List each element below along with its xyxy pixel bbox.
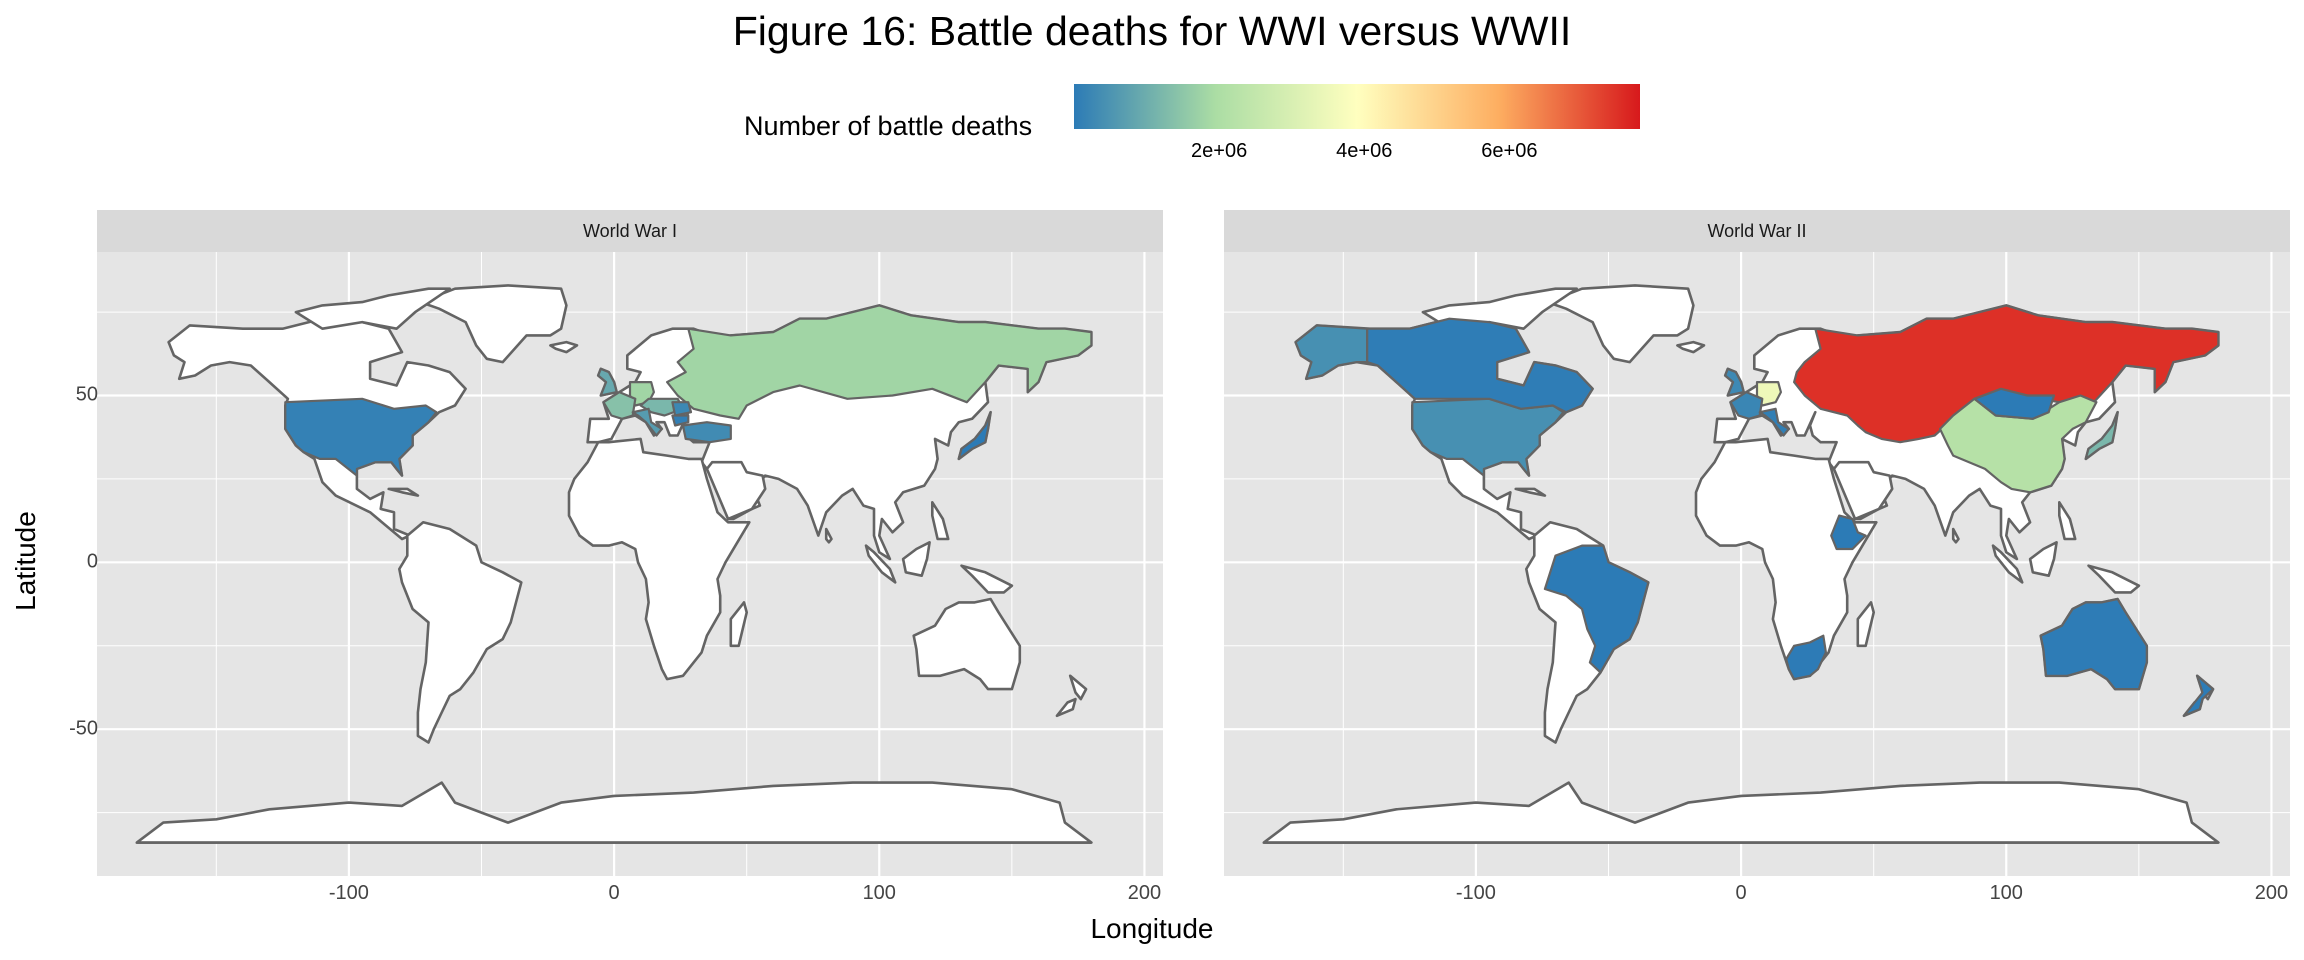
country-bulgaria	[671, 414, 690, 427]
x-tick-label: 200	[1127, 882, 1162, 904]
country-russia	[665, 304, 1093, 420]
y-axis-label: Latitude	[10, 511, 41, 611]
country-turkey	[681, 421, 732, 444]
y-tick-label: 50	[75, 383, 98, 406]
colorbar-tick-label: 6e+06	[1481, 140, 1538, 162]
map-panel-wwi	[97, 252, 1163, 876]
country-france	[1729, 391, 1764, 420]
landmass-cuba	[1514, 487, 1547, 497]
panel-title-wwi: World War I	[582, 221, 677, 241]
country-united-kingdom	[1724, 367, 1745, 397]
panel-title-wwii: World War II	[1707, 221, 1807, 241]
landmass-cuba	[387, 487, 420, 497]
landmass-south-america	[397, 520, 523, 744]
country-italy	[631, 407, 663, 437]
x-tick-label: 200	[2254, 882, 2289, 904]
landmass-sri-lanka	[824, 527, 833, 544]
colorbar	[1074, 84, 1640, 129]
x-tick-label: 0	[1735, 882, 1747, 904]
x-tick-label: 100	[862, 882, 896, 904]
panel-strip-wwii: World War II	[1224, 210, 2290, 252]
landmass-antarctica	[1262, 781, 2220, 844]
landmass-greenland	[1546, 284, 1695, 364]
country-soviet-union	[1792, 304, 2220, 444]
landmass-iceland	[1676, 340, 1706, 354]
x-tick-label: 100	[1989, 882, 2023, 904]
country-japan	[2084, 411, 2119, 460]
landmass-arabia	[1832, 460, 1894, 521]
country-brazil	[1543, 544, 1650, 674]
legend-title: Number of battle deaths	[744, 111, 1033, 141]
map-panel-wwii	[1224, 252, 2290, 876]
landmass-sumatra	[1991, 544, 2024, 584]
landmass-madagascar	[1856, 601, 1876, 648]
x-tick-label: 0	[608, 882, 620, 904]
country-south-africa	[1785, 634, 1828, 681]
landmass-sumatra	[864, 544, 897, 584]
country-australia	[2039, 597, 2148, 691]
country-japan	[957, 411, 992, 460]
landmass-australia	[912, 597, 1022, 691]
country-italy	[1758, 407, 1790, 437]
landmass-arctic-islands	[294, 287, 452, 330]
x-tick-label: -100	[1455, 882, 1496, 904]
colorbar-tick-label: 4e+06	[1336, 140, 1393, 162]
landmass-madagascar	[729, 601, 749, 648]
landmass-africa	[567, 437, 751, 681]
landmass-antarctica	[135, 781, 1093, 844]
x-tick-label: -100	[328, 882, 369, 904]
country-new-zealand	[2182, 674, 2215, 717]
landmass-arabia	[705, 460, 767, 521]
landmass-borneo	[2028, 540, 2058, 578]
y-tick-label: -50	[69, 717, 98, 740]
panel-strip-wwi: World War I	[97, 210, 1163, 252]
country-united-kingdom	[597, 367, 618, 397]
landmass-indochina-islands	[930, 501, 950, 541]
y-tick-label: 0	[86, 550, 98, 573]
country-ethiopia	[1830, 514, 1867, 551]
country-mongolia	[1973, 387, 2056, 420]
landmass-borneo	[901, 540, 931, 578]
country-canada	[1366, 317, 1594, 414]
landmass-iceland	[549, 340, 579, 354]
country-united-states	[284, 397, 438, 477]
landmass-new-guinea	[2087, 564, 2141, 594]
landmass-new-zealand-s	[1055, 697, 1077, 718]
landmass-sri-lanka	[1951, 527, 1960, 544]
country-alaska	[1294, 324, 1369, 380]
chart-title: Figure 16: Battle deaths for WWI versus …	[732, 8, 1572, 54]
landmass-indochina-islands	[2057, 501, 2077, 541]
landmass-new-zealand-n	[1068, 674, 1088, 701]
landmass-africa	[1694, 437, 1878, 681]
colorbar-tick-label: 2e+06	[1191, 140, 1248, 162]
x-axis-label: Longitude	[1090, 913, 1214, 944]
landmass-greenland	[419, 284, 568, 364]
landmass-new-guinea	[960, 564, 1014, 594]
country-romania	[671, 401, 693, 417]
country-france	[602, 391, 637, 420]
